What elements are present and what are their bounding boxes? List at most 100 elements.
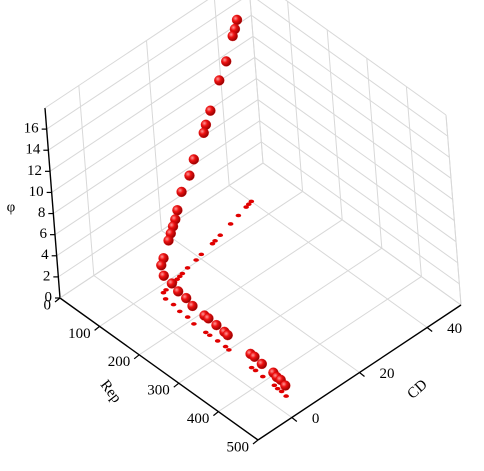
data-point — [280, 380, 291, 391]
floor-projection — [222, 344, 229, 349]
x-tick-label: 100 — [68, 326, 91, 342]
grid-line — [259, 120, 458, 264]
x-tick-label: 300 — [147, 383, 170, 399]
floor-projection — [193, 258, 199, 262]
data-point — [249, 351, 260, 362]
data-point — [184, 170, 195, 181]
z-tick-label: 14 — [25, 142, 41, 158]
x-tick-label: 0 — [44, 297, 52, 313]
grid-line — [228, 185, 428, 328]
x-tick — [94, 325, 100, 331]
floor-projection — [245, 202, 252, 207]
floor-projection — [176, 274, 183, 279]
y-tick — [359, 372, 365, 377]
marks — [156, 14, 291, 398]
z-tick-label: 16 — [24, 121, 40, 137]
grid-line — [261, 141, 460, 285]
floor-projection — [191, 322, 197, 326]
floor-projection — [283, 394, 289, 398]
floor-projection — [248, 199, 255, 204]
x-tick — [252, 439, 259, 445]
z-tick-label: 12 — [27, 163, 42, 179]
floor-projection — [226, 348, 232, 352]
z-tick-label: 2 — [43, 268, 51, 284]
grid-line — [78, 85, 95, 276]
data-point — [187, 300, 198, 312]
x-tick-label: 400 — [187, 411, 210, 427]
y-tick — [291, 417, 298, 422]
data-point — [176, 186, 187, 198]
axis-line — [59, 162, 264, 299]
data-point — [205, 105, 216, 116]
z-tick-label: 4 — [41, 247, 49, 263]
x-tick-label: 500 — [227, 439, 250, 455]
grid-line — [93, 275, 293, 418]
data-point — [203, 313, 214, 324]
floor-projection — [179, 271, 186, 276]
grid-line — [46, 0, 242, 130]
grid-line — [161, 230, 360, 373]
floor-projection — [184, 266, 191, 270]
axis-line — [249, 0, 264, 164]
axis-line — [284, 0, 447, 116]
data-point — [173, 286, 184, 297]
floor-projection — [252, 368, 259, 373]
floor-projection — [170, 302, 177, 307]
floor-projection — [174, 277, 181, 281]
data-point — [227, 30, 238, 42]
grid-line — [257, 0, 448, 137]
floor-projection — [227, 222, 234, 226]
axis-line — [44, 107, 61, 299]
x-tick — [173, 382, 180, 388]
grid-line — [54, 99, 259, 236]
floor-projection — [235, 213, 242, 218]
data-point — [181, 292, 192, 304]
grid-line — [53, 78, 257, 214]
grid-line — [405, 86, 422, 277]
y-tick-label: 0 — [312, 411, 320, 427]
x-axis-title: Rep — [97, 377, 124, 406]
grid-line — [257, 99, 457, 243]
x-tick — [133, 354, 140, 360]
data-point — [163, 235, 174, 246]
y-tick — [426, 327, 433, 332]
grid-line — [256, 78, 455, 221]
grid-line — [146, 40, 162, 231]
grid-line — [49, 35, 254, 172]
z-tick-label: 8 — [38, 205, 46, 221]
z-tick-label: 10 — [29, 184, 44, 200]
floor-projection — [274, 386, 281, 391]
x-tick-label: 200 — [108, 354, 131, 370]
axis-line — [44, 0, 209, 109]
floor-projection — [162, 297, 169, 301]
data-point — [166, 278, 178, 289]
data-point — [188, 154, 199, 165]
data-point — [231, 14, 243, 25]
floor-projection — [163, 288, 169, 292]
floor-projection — [206, 333, 213, 338]
data-point — [172, 205, 183, 216]
grid-line — [287, 1, 304, 192]
floor-projection — [160, 290, 167, 295]
axis-line — [445, 114, 462, 306]
floor-projection — [202, 330, 209, 335]
data-point — [211, 319, 222, 331]
data-point — [158, 270, 169, 281]
floor-projection — [217, 233, 224, 238]
y-tick-label: 20 — [380, 366, 395, 382]
z-tick-label: 0 — [45, 289, 53, 305]
grid-line — [252, 35, 452, 179]
floor-projection — [198, 252, 205, 257]
floor-projection — [243, 205, 249, 209]
floor-projection — [271, 383, 278, 388]
floor-projection — [260, 374, 266, 379]
grid-line — [56, 120, 260, 257]
y-tick-label: 40 — [447, 321, 462, 337]
x-tick — [54, 297, 61, 303]
floor-projection — [214, 339, 221, 343]
floor-projection — [176, 309, 183, 314]
floor-projection — [278, 389, 285, 394]
grid-line — [58, 141, 262, 278]
